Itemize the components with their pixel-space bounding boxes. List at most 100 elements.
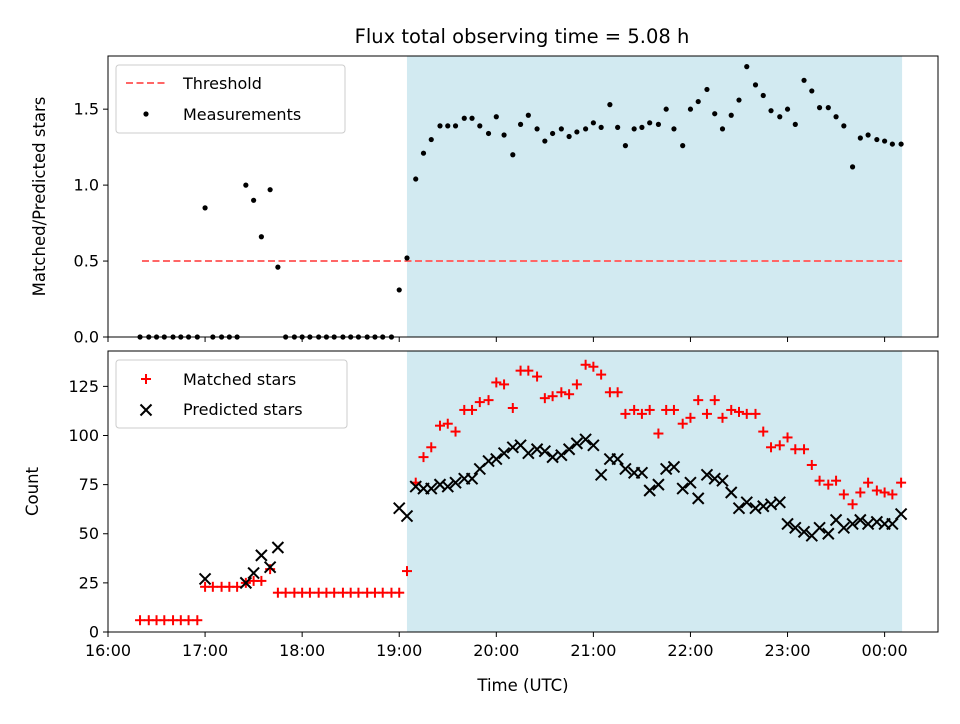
matched-star-point bbox=[838, 489, 849, 500]
matched-star-point bbox=[547, 391, 558, 402]
bottom-ticks: 0 25 50 75 100 125 16:00 17:00 18:00 19:00 20:00 21… bbox=[68, 377, 907, 660]
matched-star-point bbox=[782, 432, 793, 443]
matched-star-point bbox=[750, 408, 761, 419]
measurement-point bbox=[590, 120, 596, 126]
measurement-point bbox=[647, 120, 653, 126]
predicted-star-point bbox=[409, 480, 422, 493]
matched-star-point bbox=[394, 587, 405, 598]
matched-star-point bbox=[588, 361, 599, 372]
measurement-point bbox=[428, 136, 434, 143]
matched-star-point bbox=[685, 412, 696, 423]
predicted-star-point bbox=[425, 482, 438, 495]
matched-star-point bbox=[207, 581, 218, 592]
predicted-star-point bbox=[263, 560, 277, 574]
measurement-point bbox=[525, 112, 531, 118]
matched-star-point bbox=[435, 420, 445, 431]
bottom-y-axis-label: Count bbox=[23, 466, 42, 516]
matched-star-point bbox=[668, 404, 679, 415]
matched-star-point bbox=[693, 395, 704, 406]
predicted-star-point bbox=[684, 476, 697, 489]
predicted-star-point bbox=[822, 527, 835, 540]
matched-star-point bbox=[620, 408, 631, 419]
matched-star-point bbox=[499, 379, 510, 390]
matched-star-point bbox=[491, 377, 502, 388]
measurement-point bbox=[583, 126, 589, 132]
x-tick-label: 23:00 bbox=[764, 641, 810, 660]
matched-star-point bbox=[831, 475, 842, 486]
matched-star-point bbox=[450, 426, 461, 437]
predicted-star-point bbox=[732, 501, 746, 515]
measurement-point bbox=[517, 121, 524, 127]
measurement-point bbox=[857, 135, 863, 141]
measurement-point bbox=[258, 234, 264, 240]
predicted-star-point bbox=[239, 576, 253, 590]
measurement-point bbox=[501, 132, 507, 138]
matched-star-point bbox=[855, 487, 866, 498]
matched-star-point bbox=[192, 615, 203, 626]
matched-star-point bbox=[879, 487, 890, 498]
measurement-point bbox=[728, 112, 734, 118]
predicted-star-point bbox=[579, 433, 592, 446]
x-tick-label: 19:00 bbox=[376, 641, 422, 660]
matched-star-point bbox=[596, 369, 607, 380]
measurement-point bbox=[841, 123, 847, 129]
measurement-point bbox=[898, 141, 904, 147]
measurement-point bbox=[719, 126, 726, 132]
matched-star-point bbox=[580, 359, 591, 370]
measurement-point bbox=[687, 106, 694, 112]
matched-star-point bbox=[677, 418, 688, 429]
matched-star-point bbox=[629, 404, 640, 415]
predicted-star-point bbox=[611, 452, 624, 466]
matched-star-point bbox=[523, 365, 534, 376]
x-tick-label: 00:00 bbox=[862, 641, 908, 660]
matched-star-point bbox=[758, 426, 769, 437]
matched-star-point bbox=[766, 442, 777, 453]
predicted-star-point bbox=[894, 507, 908, 521]
x-tick-label: 16:00 bbox=[85, 641, 131, 660]
measurement-point bbox=[882, 138, 888, 144]
matched-star-point bbox=[135, 615, 146, 626]
measurement-point bbox=[413, 176, 419, 182]
measurement-point bbox=[874, 136, 880, 143]
matched-star-point bbox=[863, 477, 874, 488]
matched-star-point bbox=[612, 387, 623, 398]
measurement-point bbox=[663, 106, 669, 112]
matched-star-point bbox=[232, 581, 243, 592]
predicted-star-point bbox=[781, 517, 794, 531]
predicted-star-point bbox=[562, 443, 576, 456]
y-tick-label: 0 bbox=[89, 623, 99, 642]
matched-star-point bbox=[401, 566, 412, 577]
measurement-point bbox=[680, 143, 686, 149]
predicted-star-point bbox=[643, 484, 656, 497]
bottom-observing-span bbox=[406, 351, 903, 632]
predicted-star-point bbox=[837, 521, 851, 535]
measurement-point bbox=[639, 124, 645, 130]
measurement-point bbox=[396, 287, 402, 293]
predicted-star-point bbox=[740, 496, 753, 509]
matched-star-point bbox=[896, 477, 907, 488]
x-tick-label: 22:00 bbox=[667, 641, 713, 660]
bottom-legend-box bbox=[115, 359, 348, 429]
legend-measurements-swatch bbox=[143, 111, 149, 117]
measurement-point bbox=[404, 255, 410, 261]
legend-measurements-label: Measurements bbox=[183, 105, 301, 124]
predicted-star-point bbox=[433, 478, 447, 491]
measurement-point bbox=[477, 123, 483, 129]
measurement-point bbox=[768, 108, 774, 114]
matched-star-point bbox=[871, 485, 882, 496]
matched-star-point bbox=[799, 444, 810, 455]
matched-star-point bbox=[183, 615, 194, 626]
measurement-point bbox=[889, 141, 895, 147]
predicted-star-point bbox=[465, 472, 479, 485]
y-tick-label: 100 bbox=[68, 426, 99, 445]
measurement-point bbox=[615, 124, 621, 130]
matched-star-point bbox=[532, 371, 543, 382]
y-tick-label: 1.5 bbox=[74, 100, 99, 119]
measurement-point bbox=[574, 129, 580, 135]
matched-star-point bbox=[377, 587, 388, 598]
predicted-star-point bbox=[870, 515, 884, 529]
matched-star-point bbox=[774, 440, 785, 451]
y-tick-label: 25 bbox=[79, 573, 99, 592]
predicted-star-point bbox=[725, 486, 738, 499]
matched-star-point bbox=[442, 418, 453, 429]
